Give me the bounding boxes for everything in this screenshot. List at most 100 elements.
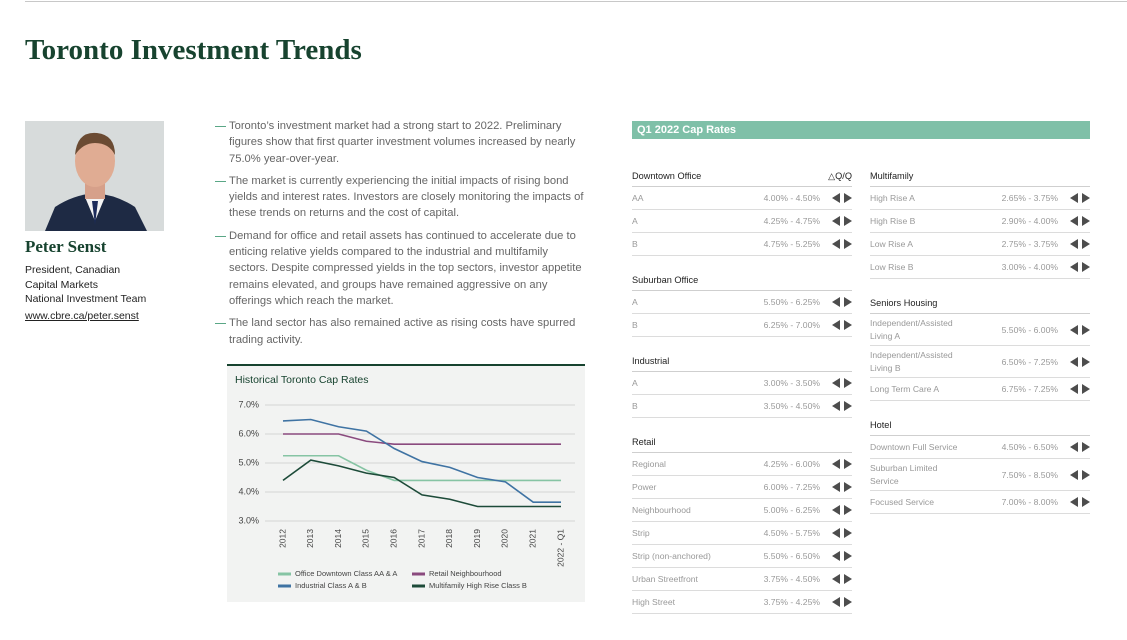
row-label: Focused Service	[870, 496, 935, 507]
page-title: Toronto Investment Trends	[25, 34, 362, 66]
row-change	[820, 401, 852, 411]
change-arrows	[1070, 497, 1090, 507]
row-change	[1058, 239, 1090, 249]
bullet-dash	[215, 180, 226, 182]
row-range: 4.25% - 6.00%	[763, 459, 820, 469]
row-label: Long Term Care A	[870, 383, 940, 394]
cap-row: Focused Service 7.00% - 8.00%	[870, 491, 1090, 514]
row-range: 2.65% - 3.75%	[1001, 193, 1058, 203]
row-change	[1058, 497, 1090, 507]
chart-title: Historical Toronto Cap Rates	[235, 374, 368, 386]
series-line	[283, 454, 561, 482]
row-label: Strip	[632, 527, 650, 538]
portrait	[25, 121, 164, 231]
row-change	[820, 459, 852, 469]
section-header: Industrial	[632, 351, 852, 372]
cap-section: Seniors Housing Independent/Assisted Livi…	[870, 293, 1090, 401]
legend-label: Industrial Class A & B	[295, 581, 367, 590]
bullet: The land sector has also remained active…	[215, 315, 587, 348]
x-tick-label: 2013	[305, 529, 315, 548]
bullet: The market is currently experiencing the…	[215, 173, 587, 222]
x-tick-label: 2022 - Q1	[555, 529, 565, 567]
bullet-dash	[215, 323, 226, 325]
chart: Historical Toronto Cap Rates 3.0% 4.0% 5.0…	[235, 374, 575, 590]
cap-row: Regional 4.25% - 6.00%	[632, 453, 852, 476]
section-name: Hotel	[870, 420, 892, 430]
y-tick-label: 6.0%	[238, 428, 259, 438]
legend-label: Retail Neighbourhood	[429, 569, 502, 578]
change-arrows	[1070, 469, 1090, 480]
row-change	[820, 378, 852, 388]
row-range: 4.50% - 5.75%	[763, 528, 820, 538]
x-tick-label: 2019	[472, 529, 482, 548]
change-arrows	[832, 401, 852, 411]
cap-row: B 6.25% - 7.00%	[632, 314, 852, 337]
change-arrows	[832, 597, 852, 607]
role-line: President, Canadian	[25, 264, 121, 276]
cap-section: Retail Regional 4.25% - 6.00% Power 6.00% - …	[632, 432, 852, 614]
x-tick-label: 2021	[527, 529, 537, 548]
bullet-text: Demand for office and retail assets has …	[229, 229, 582, 307]
row-change	[820, 528, 852, 538]
cap-row: High Rise A 2.65% - 3.75%	[870, 187, 1090, 210]
row-label: Neighbourhood	[632, 504, 691, 515]
change-header: △Q/Q	[828, 170, 852, 181]
cap-section: Multifamily High Rise A 2.65% - 3.75% High …	[870, 166, 1090, 279]
cap-section: Downtown Office △Q/Q AA 4.00% - 4.50% A 4.25%…	[632, 166, 852, 256]
x-tick-label: 2017	[416, 529, 426, 548]
change-arrows	[832, 505, 852, 515]
row-range: 4.50% - 6.50%	[1001, 442, 1058, 452]
cap-row: Independent/Assisted Living A 5.50% - 6.0…	[870, 314, 1090, 346]
row-change	[1058, 216, 1090, 226]
y-tick-label: 5.0%	[238, 457, 259, 467]
row-range: 4.25% - 4.75%	[763, 216, 820, 226]
row-change	[820, 239, 852, 249]
row-label: Regional	[632, 458, 666, 469]
cap-row: B 4.75% - 5.25%	[632, 233, 852, 256]
change-arrows	[1070, 262, 1090, 272]
series-line	[282, 418, 561, 503]
legend-swatch	[412, 572, 425, 576]
legend-swatch	[278, 584, 291, 588]
row-change	[1058, 324, 1090, 335]
change-arrows	[832, 482, 852, 492]
row-change	[1058, 193, 1090, 203]
cap-row: Low Rise A 2.75% - 3.75%	[870, 233, 1090, 256]
row-change	[820, 297, 852, 307]
row-range: 6.00% - 7.25%	[763, 482, 820, 492]
row-range: 2.90% - 4.00%	[1001, 216, 1058, 226]
legend-swatch	[278, 572, 291, 576]
row-change	[820, 574, 852, 584]
row-range: 5.50% - 6.25%	[763, 297, 820, 307]
x-tick-label: 2014	[333, 529, 343, 548]
cap-rates-title: Q1 2022 Cap Rates	[632, 121, 1090, 139]
row-range: 3.75% - 4.50%	[763, 574, 820, 584]
change-arrows	[832, 574, 852, 584]
row-range: 3.00% - 3.50%	[763, 378, 820, 388]
row-change	[1058, 262, 1090, 272]
row-label: A	[632, 296, 638, 307]
row-change	[1058, 356, 1090, 367]
section-header: Suburban Office	[632, 270, 852, 291]
row-range: 5.00% - 6.25%	[763, 505, 820, 515]
row-label: Strip (non-anchored)	[632, 550, 711, 561]
change-arrows	[1070, 356, 1090, 367]
row-change	[1058, 384, 1090, 394]
person-name: Peter Senst	[25, 237, 107, 256]
person-url[interactable]: www.cbre.ca/peter.senst	[25, 310, 139, 322]
row-range: 6.50% - 7.25%	[1001, 356, 1058, 367]
change-arrows	[832, 297, 852, 307]
chart-panel: Historical Toronto Cap Rates 3.0% 4.0% 5.0…	[227, 364, 585, 602]
row-label: Low Rise A	[870, 238, 913, 249]
top-rule	[25, 1, 1127, 2]
bullet: Demand for office and retail assets has …	[215, 228, 587, 309]
section-header: Multifamily	[870, 166, 1090, 187]
change-arrows	[832, 320, 852, 330]
person-role: President, Canadian Capital Markets Nati…	[25, 263, 146, 307]
row-change	[820, 482, 852, 492]
row-label: High Street	[632, 596, 675, 607]
cap-row: Power 6.00% - 7.25%	[632, 476, 852, 499]
row-range: 2.75% - 3.75%	[1001, 239, 1058, 249]
row-range: 7.50% - 8.50%	[1001, 469, 1058, 480]
